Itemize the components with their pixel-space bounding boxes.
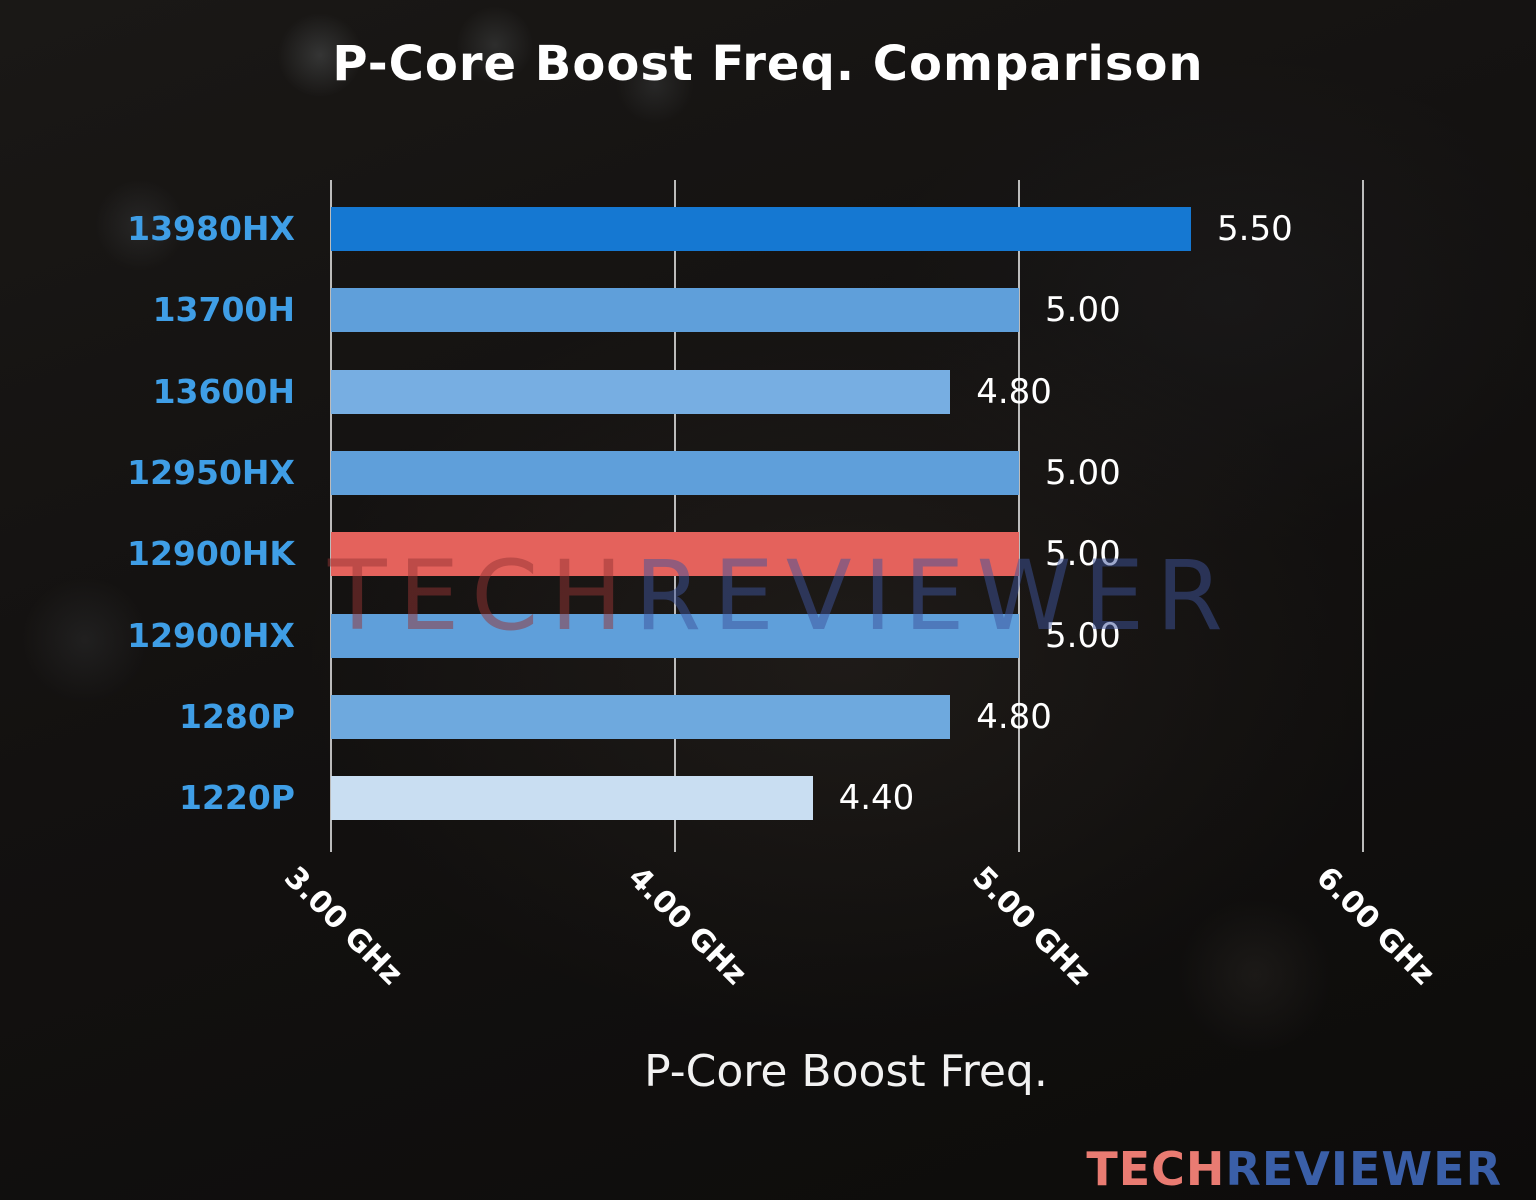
x-tick-label: 6.00 GHz (1309, 860, 1442, 992)
logo-reviewer: REVIEWER (1225, 1142, 1502, 1196)
logo-tech: TECH (1086, 1142, 1226, 1196)
chart-title: P-Core Boost Freq. Comparison (332, 36, 1204, 92)
value-label: 5.00 (1045, 290, 1121, 331)
value-label: 4.80 (976, 371, 1052, 412)
value-label: 5.00 (1045, 534, 1121, 575)
category-label: 1220P (178, 778, 295, 818)
bar (331, 613, 1019, 658)
category-label: 12900HK (127, 534, 295, 574)
x-tick-label: 5.00 GHz (965, 860, 1098, 992)
gridline-4 (674, 180, 676, 852)
value-label: 4.40 (838, 778, 915, 819)
category-label: 13600H (152, 371, 295, 411)
value-label: 4.80 (976, 696, 1052, 737)
bar (331, 369, 951, 414)
category-label: 1280P (178, 696, 295, 736)
category-label: 13700H (152, 290, 295, 330)
bar-highlighted (331, 532, 1019, 577)
x-axis-label: P-Core Boost Freq. (644, 1046, 1048, 1097)
gridline-3 (330, 180, 332, 852)
bar (331, 450, 1019, 495)
value-label: 5.00 (1045, 452, 1121, 493)
gridline-5 (1018, 180, 1020, 852)
category-label: 12900HX (127, 615, 295, 655)
x-tick-label: 3.00 GHz (277, 860, 410, 992)
gridline-6 (1362, 180, 1364, 852)
category-label: 13980HX (127, 209, 295, 248)
bar (331, 694, 951, 739)
bar (331, 776, 813, 821)
bar (331, 288, 1019, 333)
x-tick-label: 4.00 GHz (621, 860, 754, 992)
value-label: 5.50 (1217, 209, 1293, 249)
bar (331, 207, 1191, 251)
category-label: 12950HX (127, 452, 295, 492)
techreviewer-logo: TECHREVIEWER (1086, 1142, 1502, 1196)
value-label: 5.00 (1045, 615, 1121, 656)
